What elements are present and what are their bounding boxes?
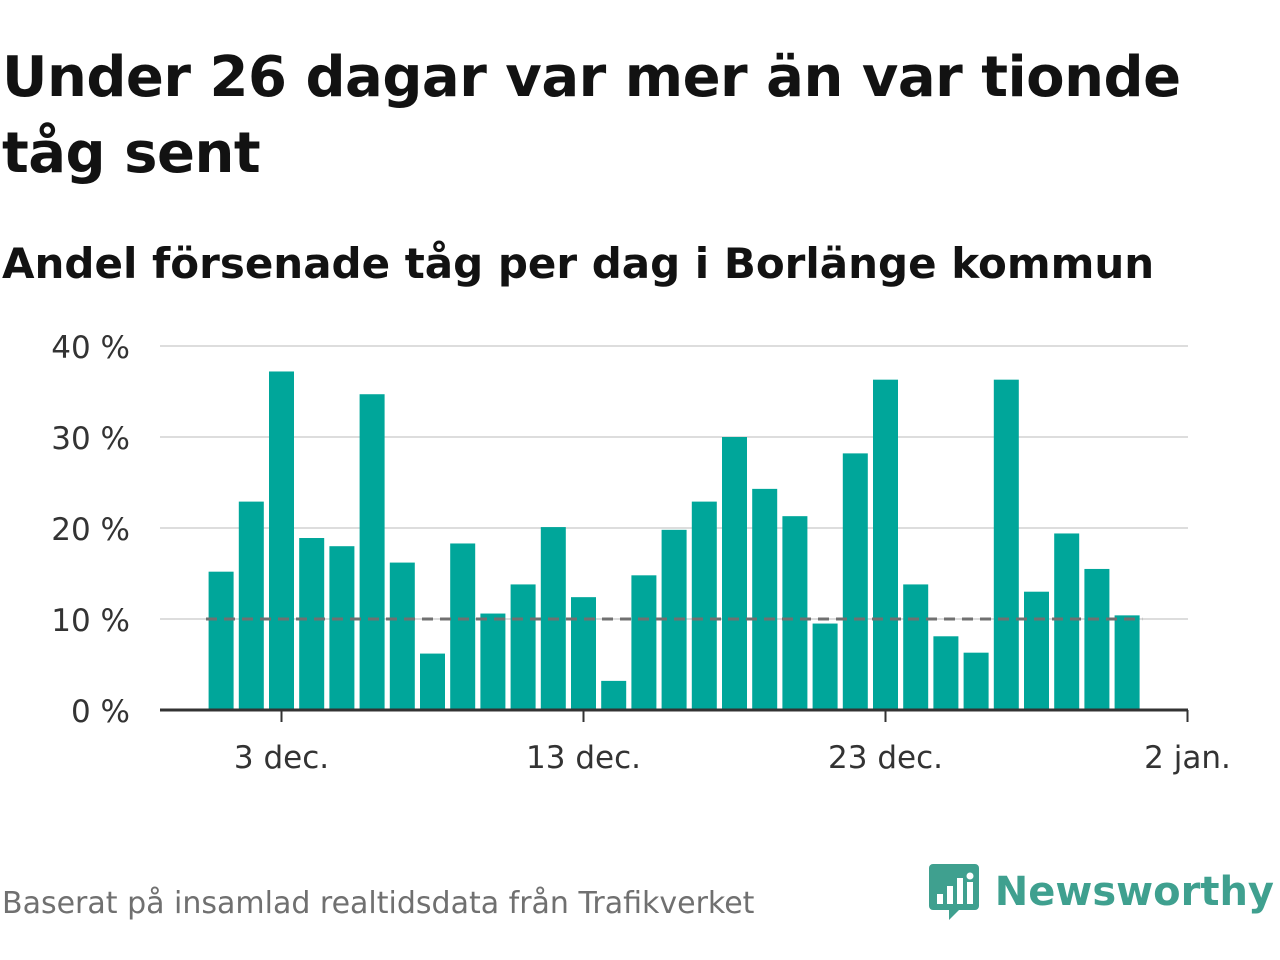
bar xyxy=(963,652,989,710)
bar xyxy=(269,371,294,710)
bar xyxy=(1084,568,1110,710)
y-tick-label: 20 % xyxy=(51,512,130,548)
bar xyxy=(601,680,627,710)
bar xyxy=(812,623,838,710)
bar xyxy=(208,571,234,710)
bar xyxy=(873,379,898,710)
bar xyxy=(450,543,476,710)
chart-title: Under 26 dagar var mer än var tionde tåg… xyxy=(2,45,1181,186)
bar xyxy=(722,437,747,710)
y-tick-label: 10 % xyxy=(51,603,130,639)
bar xyxy=(420,653,445,710)
bar xyxy=(993,379,1019,710)
bar xyxy=(782,516,808,710)
chart-subtitle: Andel försenade tåg per dag i Borlänge k… xyxy=(2,239,1155,288)
x-tick-label: 13 dec. xyxy=(526,740,641,776)
x-tick-label: 23 dec. xyxy=(828,740,943,776)
bar xyxy=(1024,591,1049,710)
bar xyxy=(631,575,657,710)
brand: Newsworthy xyxy=(928,862,1274,922)
bar xyxy=(1114,615,1140,710)
bar xyxy=(842,453,868,710)
bar xyxy=(510,584,536,710)
bar xyxy=(903,584,929,710)
bar xyxy=(1054,533,1080,710)
source-note: Baserat på insamlad realtidsdata från Tr… xyxy=(2,886,755,921)
y-tick-label: 0 % xyxy=(71,694,130,730)
newsworthy-logo-icon xyxy=(928,864,979,920)
bar xyxy=(329,546,355,710)
x-tick-label: 2 jan. xyxy=(1144,740,1231,776)
bar xyxy=(359,394,385,710)
brand-name: Newsworthy xyxy=(994,869,1274,915)
bar xyxy=(389,562,415,710)
y-tick-label: 30 % xyxy=(51,421,130,457)
bar-chart: 0 % 10 % 20 % 30 % 40 % 3 dec. 13 dec. 23 dec. 2… xyxy=(51,330,1231,776)
y-tick-label: 40 % xyxy=(51,330,130,366)
bar xyxy=(480,613,506,710)
bar xyxy=(752,488,778,710)
x-tick-label: 3 dec. xyxy=(234,740,329,776)
bar xyxy=(238,501,264,710)
bar xyxy=(933,636,959,710)
bar xyxy=(691,501,717,710)
bar xyxy=(571,597,596,710)
bar xyxy=(299,538,325,710)
